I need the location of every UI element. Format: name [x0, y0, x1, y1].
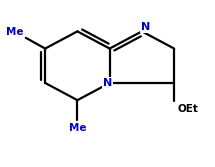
Text: N: N	[140, 22, 150, 32]
Text: Me: Me	[69, 123, 86, 133]
Text: N: N	[103, 78, 112, 88]
Text: OEt: OEt	[177, 105, 198, 114]
Text: Me: Me	[6, 27, 24, 37]
